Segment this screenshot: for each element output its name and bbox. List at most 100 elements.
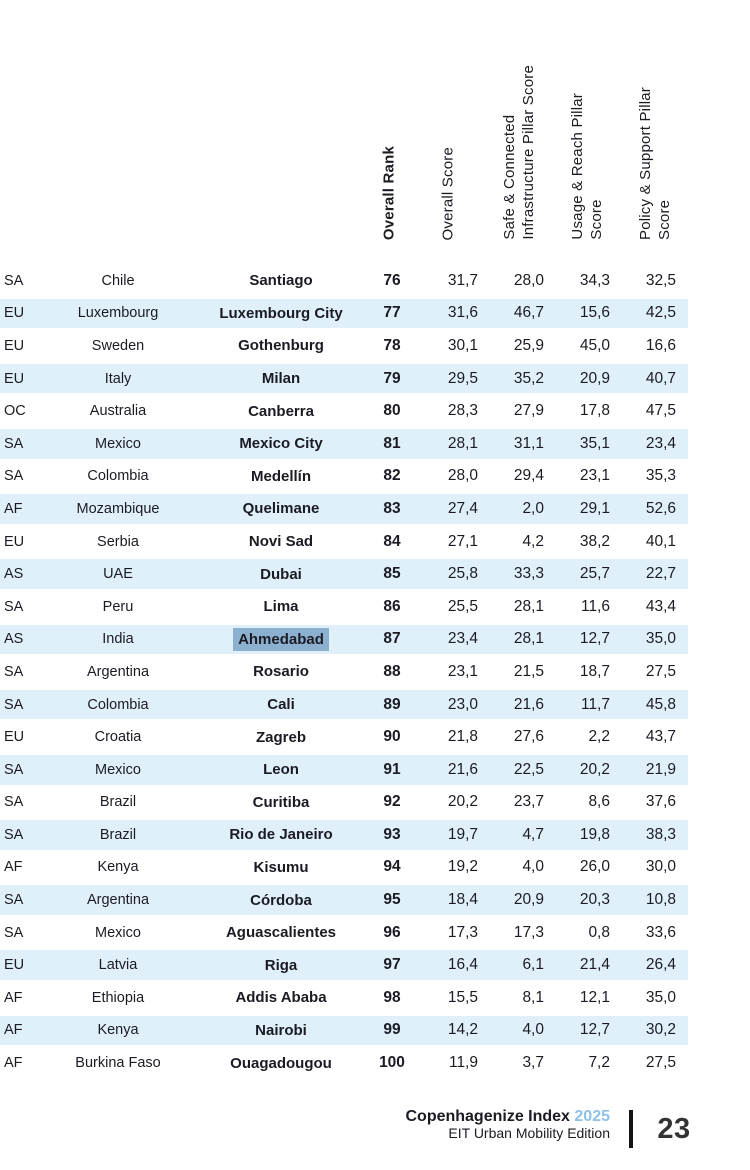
overall-score: 25,5 (447, 597, 478, 615)
overall-score: 31,6 (447, 304, 478, 322)
policy-support-pillar-score: 42,5 (645, 304, 676, 322)
infrastructure-pillar-score: 28,1 (513, 597, 544, 615)
city-cell: Rosario (190, 663, 372, 680)
city-cell: Leon (190, 761, 372, 778)
overall-score: 20,2 (447, 793, 478, 811)
city-name: Luxembourg City (219, 304, 343, 322)
overall-score: 28,3 (447, 402, 478, 420)
overall-score: 28,0 (447, 467, 478, 485)
city-cell: Mexico City (190, 435, 372, 452)
policy-support-pillar-score: 21,9 (645, 760, 676, 778)
overall-rank: 91 (383, 760, 401, 778)
overall-score: 27,4 (447, 499, 478, 517)
usage-reach-pillar-score: 17,8 (579, 402, 610, 420)
city-cell: Ouagadougou (190, 1055, 372, 1072)
city-name: Addis Ababa (235, 989, 327, 1007)
country-name: Mexico (95, 924, 141, 941)
country-name: Brazil (99, 826, 137, 843)
city-cell: Dubai (190, 566, 372, 583)
table-body: SA Chile Santiago 76 31,7 28,0 34,3 32,5 EU Luxem… (0, 264, 688, 1079)
policy-support-pillar-score: 40,1 (645, 532, 676, 550)
overall-rank: 80 (383, 402, 401, 420)
policy-support-pillar-score: 10,8 (645, 891, 676, 909)
selected-city-text[interactable]: Ahmedabad (233, 627, 329, 651)
table-row: EU Latvia Riga 97 16,4 6,1 21,4 26,4 (0, 948, 688, 982)
overall-rank: 100 (379, 1054, 405, 1072)
table-row: SA Mexico Mexico City 81 28,1 31,1 35,1 23,4 (0, 426, 688, 460)
region-code: SA (4, 598, 24, 615)
region-code: EU (4, 370, 25, 387)
infrastructure-pillar-score: 31,1 (513, 434, 544, 452)
table-row: AF Mozambique Quelimane 83 27,4 2,0 29,1 52,6 (0, 492, 688, 525)
city-name: Mexico City (239, 435, 323, 453)
city-cell: Addis Ababa (190, 989, 372, 1006)
city-name: Nairobi (255, 1021, 307, 1039)
overall-score: 30,1 (447, 336, 478, 354)
city-name: Quelimane (242, 500, 320, 518)
infrastructure-pillar-score: 35,2 (513, 369, 544, 387)
region-code: AF (4, 859, 23, 876)
column-header-usage-reach-pillar: Usage & Reach Pillar Score (569, 93, 605, 240)
table-row: SA Mexico Leon 91 21,6 22,5 20,2 21,9 (0, 752, 688, 786)
city-cell: Kisumu (190, 859, 372, 876)
column-header-infrastructure-pillar: Safe & Connected Infrastructure Pillar S… (501, 65, 537, 240)
region-code: SA (4, 892, 24, 909)
region-code: SA (4, 761, 24, 778)
policy-support-pillar-score: 35,0 (645, 988, 676, 1006)
footer-title-text: Copenhagenize Index (405, 1108, 570, 1125)
overall-rank: 97 (383, 956, 401, 974)
policy-support-pillar-score: 32,5 (645, 271, 676, 289)
table-row: EU Luxembourg Luxembourg City 77 31,6 46,7 15,… (0, 296, 688, 330)
policy-support-pillar-score: 43,4 (645, 597, 676, 615)
city-name: Aguascalientes (225, 924, 337, 942)
country-name: Luxembourg (77, 305, 159, 322)
city-cell: Córdoba (190, 892, 372, 909)
table-row: SA Argentina Rosario 88 23,1 21,5 18,7 27,5 (0, 655, 688, 688)
usage-reach-pillar-score: 12,1 (579, 988, 610, 1006)
country-name: Kenya (97, 1022, 139, 1039)
region-code: SA (4, 924, 24, 941)
infrastructure-pillar-score: 4,0 (522, 1021, 544, 1039)
country-name: Australia (89, 403, 147, 420)
region-code: AF (4, 500, 23, 517)
table-row: AF Kenya Kisumu 94 19,2 4,0 26,0 30,0 (0, 850, 688, 884)
usage-reach-pillar-score: 12,7 (579, 1021, 610, 1039)
infrastructure-pillar-score: 23,7 (513, 793, 544, 811)
infrastructure-pillar-score: 3,7 (522, 1054, 544, 1072)
overall-rank: 76 (383, 271, 401, 289)
infrastructure-pillar-score: 46,7 (513, 304, 544, 322)
policy-support-pillar-score: 45,8 (645, 695, 676, 713)
footer-year: 2025 (574, 1108, 610, 1125)
city-name: Santiago (249, 272, 313, 290)
city-name: Riga (264, 956, 298, 974)
region-code: AF (4, 1055, 23, 1072)
city-name: Rio de Janeiro (229, 826, 333, 844)
policy-support-pillar-score: 38,3 (645, 825, 676, 843)
infrastructure-pillar-score: 2,0 (522, 499, 544, 517)
infrastructure-pillar-score: 4,0 (522, 858, 544, 876)
country-name: Argentina (86, 892, 150, 909)
table-row: EU Sweden Gothenburg 78 30,1 25,9 45,0 16,6 (0, 329, 688, 362)
country-name: Mozambique (76, 500, 160, 517)
city-cell: Milan (190, 370, 372, 387)
region-code: SA (4, 272, 24, 289)
city-cell: Medellín (190, 468, 372, 485)
usage-reach-pillar-score: 11,7 (580, 695, 610, 713)
region-code: EU (4, 533, 25, 550)
region-code: OC (4, 403, 26, 420)
overall-score: 21,6 (447, 760, 478, 778)
infrastructure-pillar-score: 29,4 (513, 467, 544, 485)
infrastructure-pillar-score: 6,1 (522, 956, 544, 974)
policy-support-pillar-score: 26,4 (645, 956, 676, 974)
overall-rank: 98 (383, 988, 401, 1006)
overall-rank: 93 (383, 825, 401, 843)
city-name: Córdoba (250, 891, 312, 909)
table-row: SA Brazil Curitiba 92 20,2 23,7 8,6 37,6 (0, 785, 688, 819)
usage-reach-pillar-score: 26,0 (579, 858, 610, 876)
city-cell: Gothenburg (190, 337, 372, 354)
country-name: Chile (101, 272, 135, 289)
country-name: India (102, 631, 134, 648)
infrastructure-pillar-score: 27,6 (513, 728, 544, 746)
region-code: SA (4, 696, 24, 713)
